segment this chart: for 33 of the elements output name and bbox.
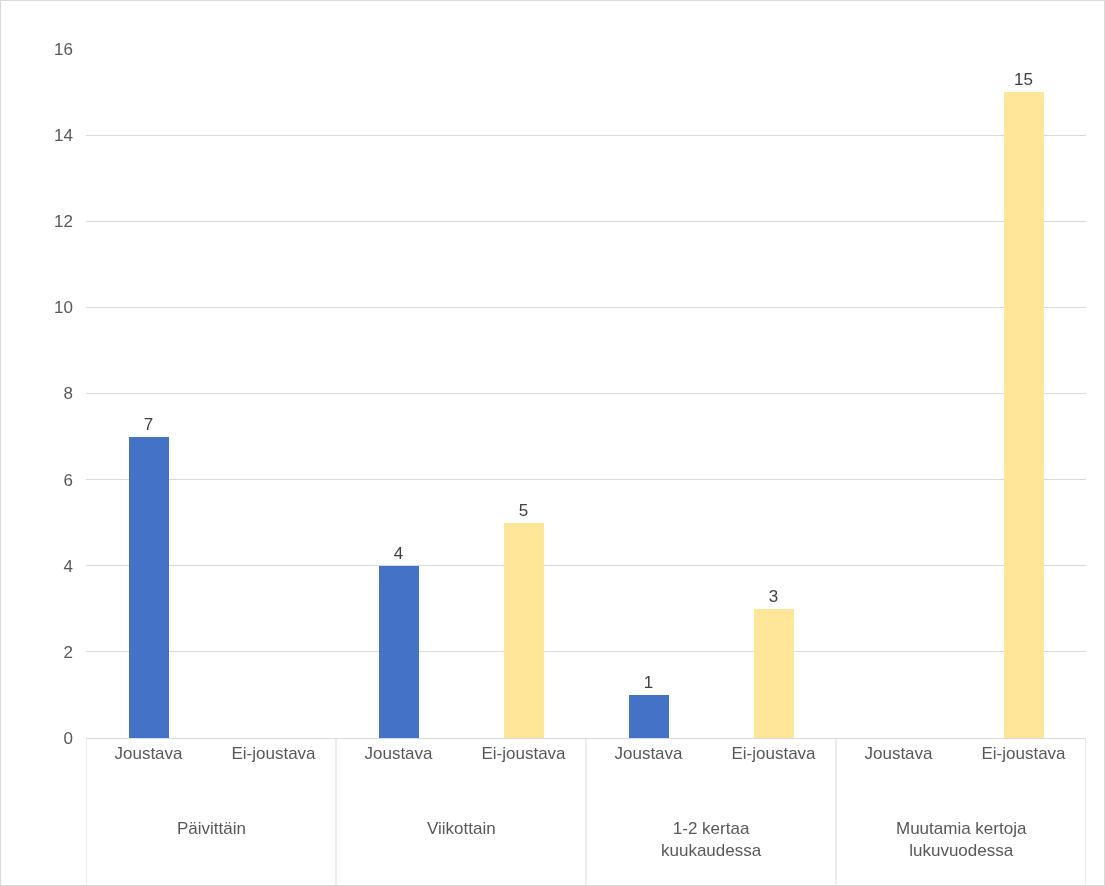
x-tick-label: Ei-joustava (731, 744, 817, 764)
y-tick-label: 8 (63, 384, 73, 404)
bar (628, 694, 669, 738)
x-tick-label: Ei-joustava (981, 744, 1067, 764)
bar (503, 522, 544, 738)
text: 1-2 kertaa kuukaudessa (661, 819, 762, 861)
y-tick-label: 16 (54, 39, 73, 59)
bar (753, 608, 794, 738)
text: Viikottain (427, 819, 496, 838)
x-tick-label: Joustava (364, 744, 434, 764)
y-tick-label: 0 (63, 728, 73, 748)
data-label: 7 (143, 414, 154, 434)
bar (128, 436, 169, 738)
data-label: 15 (1014, 70, 1033, 90)
y-tick-label: 2 (63, 642, 73, 662)
data-label: 1 (643, 672, 654, 692)
x-tick-label: Ei-joustava (481, 744, 567, 764)
x-tick-label: Joustava (114, 744, 184, 764)
text: Päivittäin (177, 819, 246, 838)
data-label: 5 (518, 500, 529, 520)
y-tick-label: 14 (54, 126, 73, 146)
data-label: 4 (393, 543, 404, 563)
x-tick-label: Joustava (614, 744, 684, 764)
y-tick-label: 12 (54, 212, 73, 232)
bar (378, 565, 419, 738)
text: Muutamia kertoja lukuvuodessa (896, 819, 1027, 861)
data-label: 3 (768, 586, 779, 606)
x-tick-label: Ei-joustava (231, 744, 317, 764)
x-tick-label: Joustava (864, 744, 934, 764)
y-tick-label: 6 (63, 470, 73, 490)
bar (1003, 92, 1044, 738)
y-tick-label: 4 (63, 556, 73, 576)
y-tick-label: 10 (54, 298, 73, 318)
